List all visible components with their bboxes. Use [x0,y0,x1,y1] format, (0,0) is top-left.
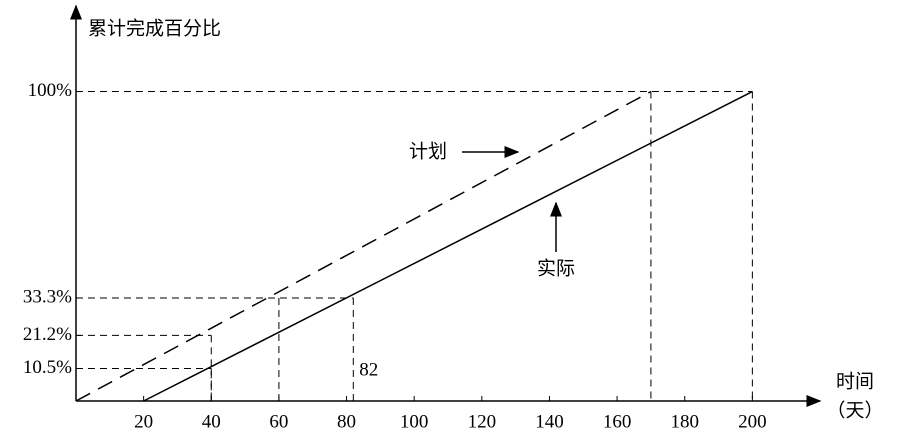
x-tick-label: 160 [603,411,632,432]
x-tick-label: 140 [535,411,564,432]
series-label: 实际 [537,257,575,279]
series-line [143,90,753,402]
x-axis-label: （天） [826,399,883,421]
y-tick-label: 21.2% [23,324,72,345]
x-tick-label: 40 [202,411,221,432]
x-tick-label: 200 [738,411,767,432]
reference-label: 82 [359,359,378,380]
x-tick-label: 120 [468,411,497,432]
x-axis-label: 时间 [836,370,874,392]
x-tick-label: 100 [400,411,429,432]
y-tick-label: 10.5% [23,357,72,378]
series-line [75,90,652,402]
x-tick-label: 180 [670,411,699,432]
y-tick-label: 100% [28,80,73,101]
x-tick-label: 60 [269,411,288,432]
series-label: 计划 [409,140,447,162]
x-tick-label: 80 [337,411,356,432]
x-tick-label: 20 [134,411,153,432]
y-axis-label: 累计完成百分比 [88,17,221,39]
y-tick-label: 33.3% [23,286,72,307]
